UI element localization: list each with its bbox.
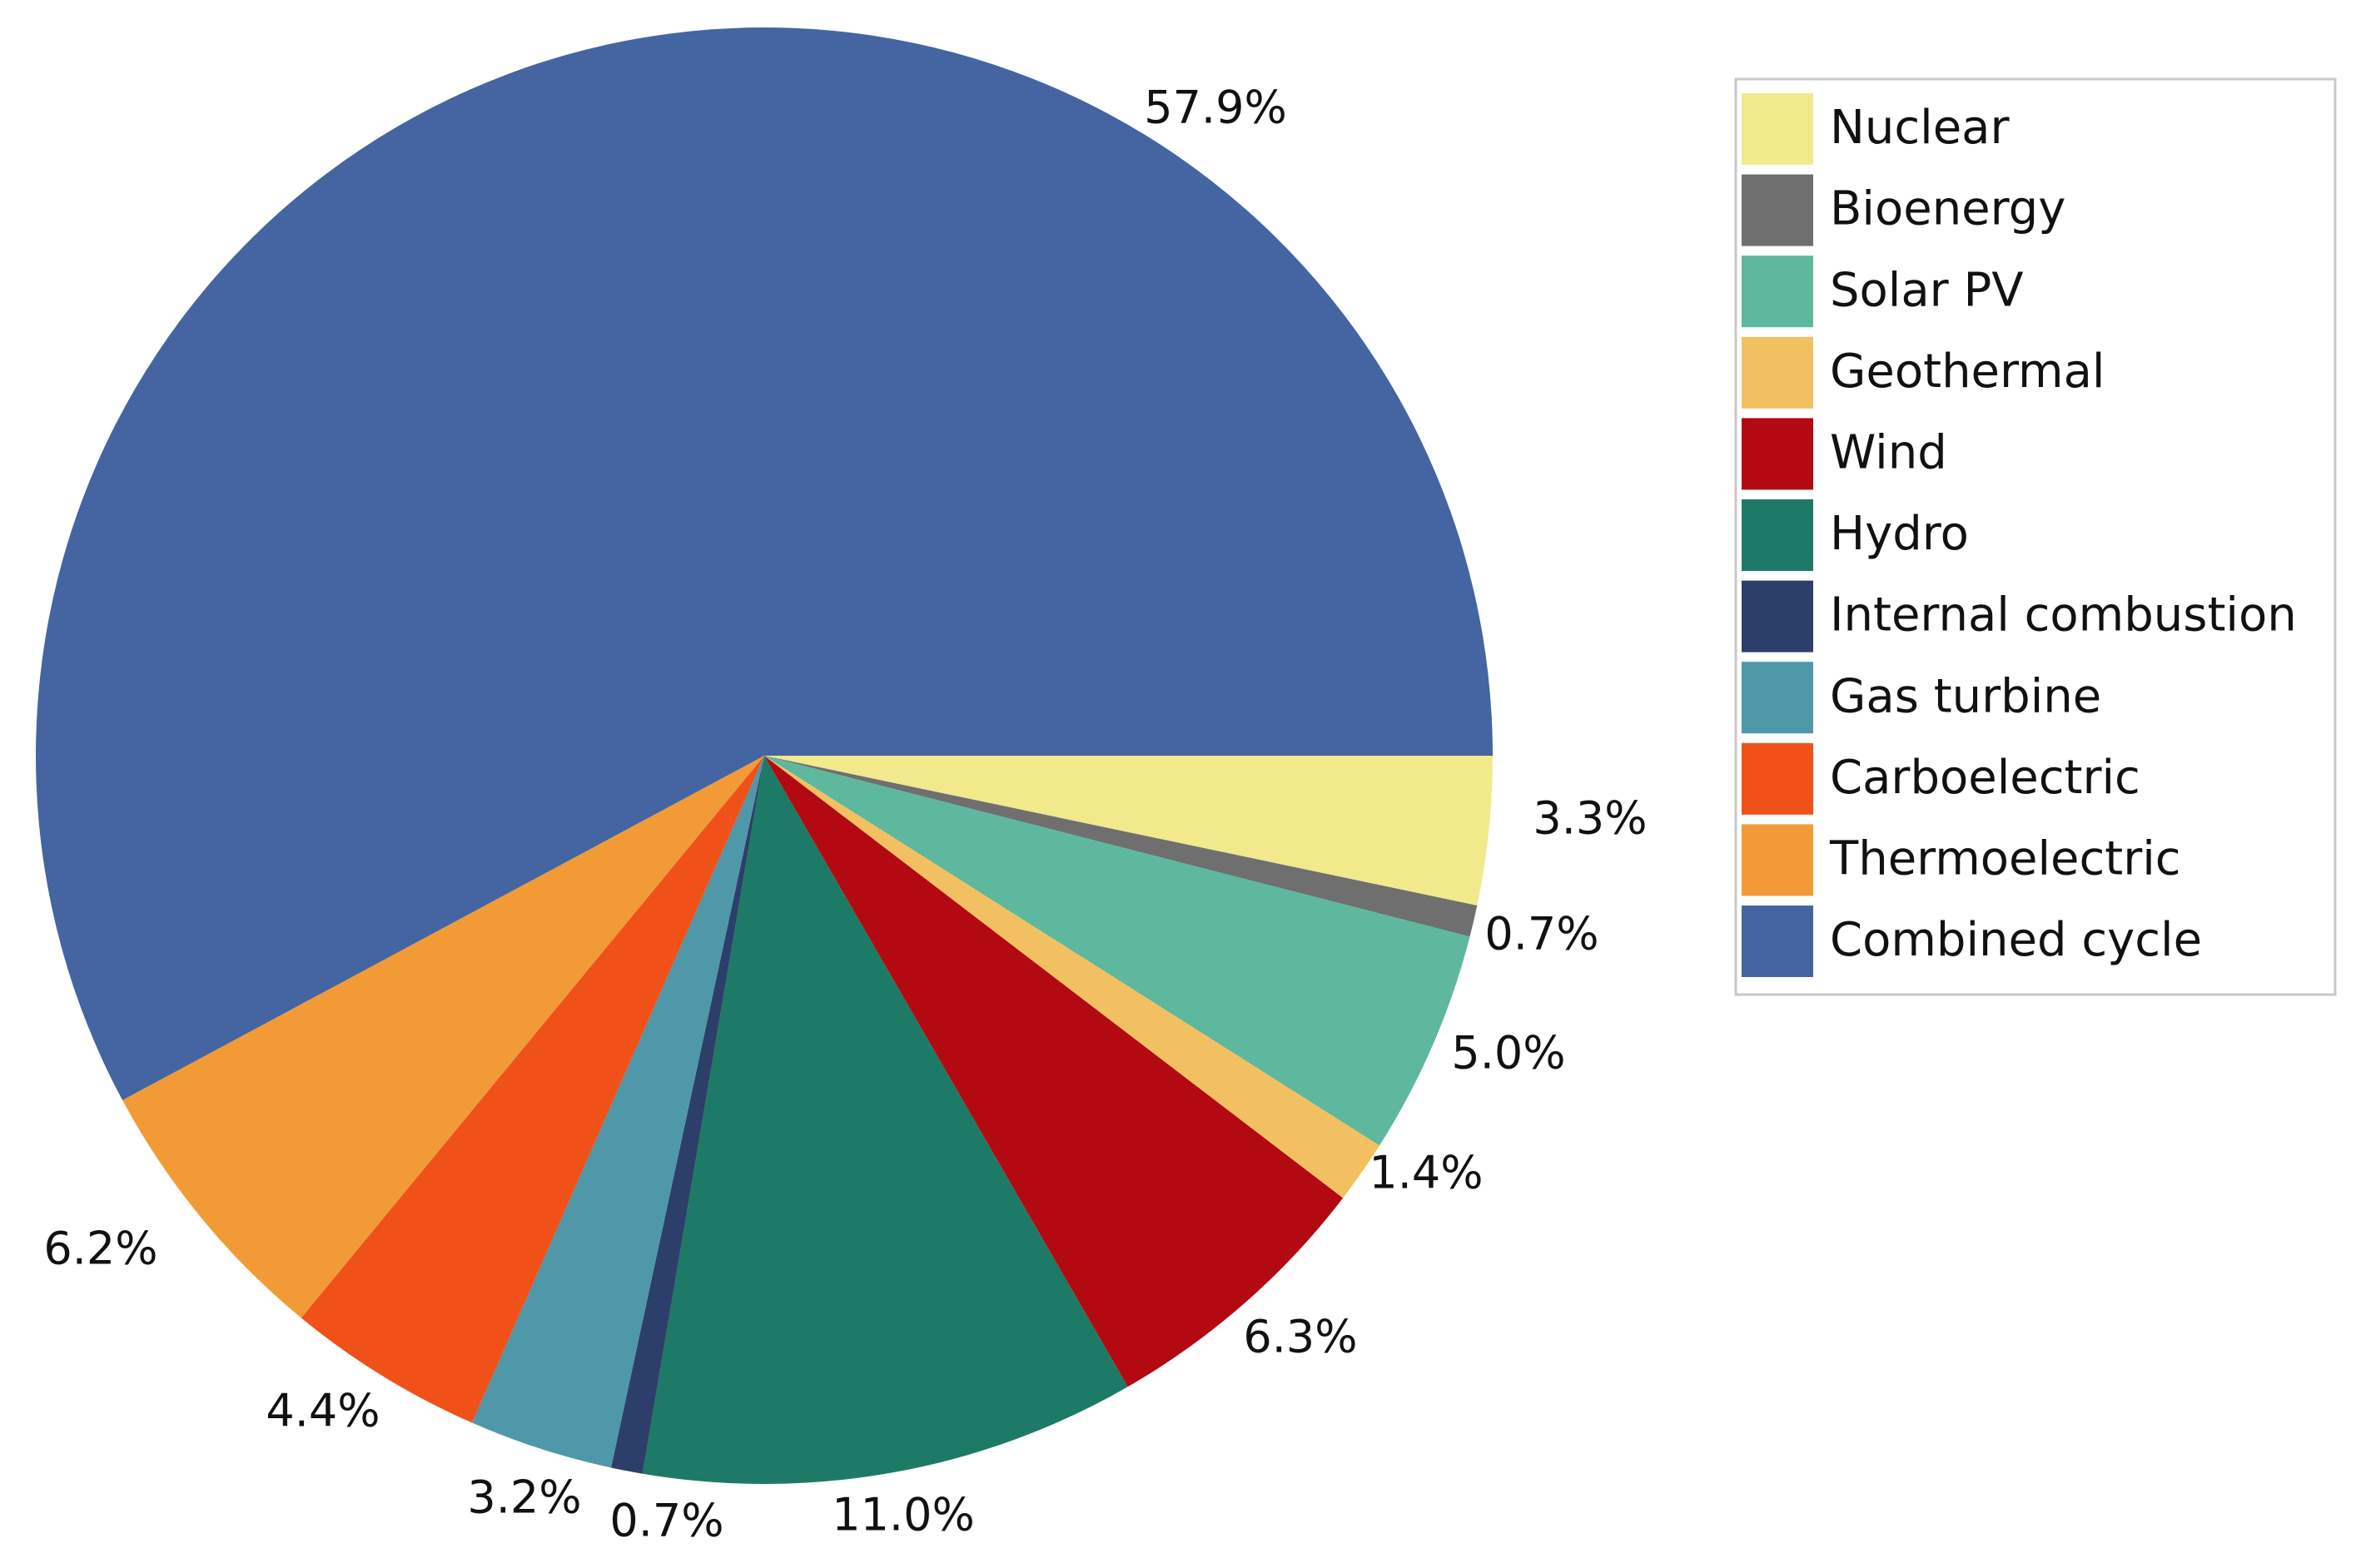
pie-slice-internal-combustion [611,756,764,1474]
legend-item-geothermal: Geothermal [1742,336,2105,409]
pie-label-combined-cycle: 57.9% [1144,82,1287,134]
legend-label: Gas turbine [1830,669,2101,723]
legend-label: Hydro [1830,507,1969,561]
pie-label-wind: 6.3% [1243,1311,1357,1363]
legend-label: Internal combustion [1830,588,2297,643]
pie-label-bioenergy: 0.7% [1484,908,1598,960]
legend-item-nuclear: Nuclear [1742,93,2011,165]
legend-label: Carboelectric [1830,751,2140,805]
legend-item-bioenergy: Bioenergy [1742,174,2065,246]
legend-swatch [1742,580,1813,653]
pie-slice-gas-turbine [472,756,764,1468]
pie-label-carboelectric: 4.4% [266,1385,380,1437]
pie-slice-nuclear [764,756,1494,906]
legend-label: Wind [1830,426,1947,480]
pie-label-gas-turbine: 3.2% [467,1471,581,1524]
legend-swatch [1742,256,1813,328]
pie-slices [35,27,1494,1484]
legend-item-internal-combustion: Internal combustion [1742,580,2297,653]
legend-item-thermoelectric: Thermoelectric [1742,824,2181,896]
legend-swatch [1742,93,1813,165]
legend-label: Bioenergy [1830,182,2065,236]
legend-label: Solar PV [1830,263,2024,317]
pie-label-nuclear: 3.3% [1533,792,1647,845]
legend-swatch [1742,336,1813,409]
legend-label: Thermoelectric [1829,832,2181,886]
pie-label-solar-pv: 5.0% [1451,1027,1565,1079]
pie-label-thermoelectric: 6.2% [43,1223,157,1275]
pie-slice-carboelectric [301,756,764,1423]
pie-label-internal-combustion: 0.7% [609,1495,723,1547]
legend-item-carboelectric: Carboelectric [1742,742,2140,815]
pie-slice-bioenergy [764,756,1478,937]
pie-slice-geothermal [764,756,1380,1198]
legend-swatch [1742,418,1813,490]
pie-label-hydro: 11.0% [832,1489,975,1541]
legend-items: Nuclear Bioenergy Solar PV Geothermal Wind Hy… [1742,93,2297,977]
legend-swatch [1742,174,1813,246]
legend-label: Nuclear [1830,101,2011,155]
legend-swatch [1742,662,1813,734]
pie-slice-solar-pv [764,756,1470,1146]
legend: Nuclear Bioenergy Solar PV Geothermal Wind Hy… [1734,77,2337,996]
pie-percent-labels: 3.3% 0.7% 5.0% 1.4% 6.3% 11.0% 0.7% 3.2% 4.4% 6.2… [43,82,1647,1547]
legend-swatch [1742,742,1813,815]
legend-item-gas-turbine: Gas turbine [1742,662,2101,734]
pie-slice-thermoelectric [122,756,765,1318]
pie-slice-hydro [642,756,1128,1484]
legend-item-hydro: Hydro [1742,499,1969,571]
legend-swatch [1742,824,1813,896]
legend-label: Combined cycle [1830,913,2202,967]
legend-label: Geothermal [1830,345,2105,399]
legend-swatch [1742,906,1813,977]
pie-slice-combined-cycle [35,27,1493,1100]
legend-swatch [1742,499,1813,571]
pie-slice-wind [764,756,1344,1387]
pie-label-geothermal: 1.4% [1369,1147,1483,1199]
legend-item-combined-cycle: Combined cycle [1742,906,2202,977]
legend-box [1734,77,2337,996]
legend-item-wind: Wind [1742,418,1947,490]
legend-item-solar-pv: Solar PV [1742,256,2024,328]
